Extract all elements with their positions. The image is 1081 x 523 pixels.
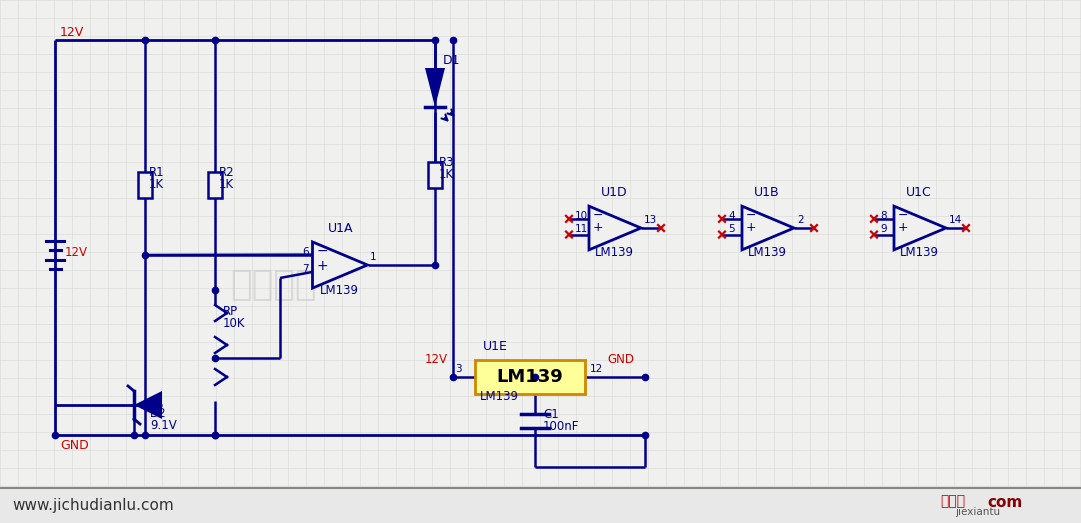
Text: www.jichudianlu.com: www.jichudianlu.com [12,498,174,513]
Text: 4: 4 [728,211,735,221]
Text: LM139: LM139 [496,368,563,386]
Text: +: + [898,221,909,234]
Text: 12V: 12V [61,26,84,39]
Text: RP: RP [223,305,238,318]
FancyBboxPatch shape [475,360,585,394]
Text: U1A: U1A [328,222,353,235]
Text: U1B: U1B [755,186,779,199]
Polygon shape [742,206,795,250]
Bar [428,162,442,188]
Text: LM139: LM139 [595,246,633,259]
Text: 接线图: 接线图 [940,494,965,508]
Text: R1: R1 [149,166,164,179]
Text: 2: 2 [797,215,803,225]
Polygon shape [425,68,445,107]
Text: −: − [593,209,603,222]
Text: 10K: 10K [223,317,245,330]
Text: U1D: U1D [601,186,628,199]
Bar [208,172,222,198]
Polygon shape [312,242,368,288]
Text: LM139: LM139 [320,284,359,297]
Text: 1: 1 [370,252,376,262]
Text: LM139: LM139 [900,246,939,259]
Text: U1C: U1C [906,186,932,199]
Text: 100nF: 100nF [543,420,579,433]
Polygon shape [134,391,162,419]
Text: −: − [746,209,757,222]
Text: 1K: 1K [149,178,164,191]
Text: U1E: U1E [483,340,508,353]
Polygon shape [894,206,946,250]
Text: 3: 3 [455,364,462,374]
Text: 12V: 12V [425,353,448,366]
Text: +: + [317,258,329,272]
Polygon shape [589,206,641,250]
Text: LM139: LM139 [480,390,519,403]
Text: GND: GND [608,353,633,366]
Text: +: + [746,221,757,234]
Text: +: + [593,221,603,234]
Text: −: − [317,244,329,258]
Text: R3: R3 [439,156,454,169]
Text: −: − [898,209,908,222]
Text: 12V: 12V [65,246,88,259]
Text: 6: 6 [303,247,309,257]
Text: GND: GND [61,439,89,452]
Text: 7: 7 [303,264,309,274]
Text: 电子懒人: 电子懒人 [230,268,317,302]
Text: C1: C1 [543,408,559,421]
Text: 5: 5 [728,224,735,234]
Text: R2: R2 [219,166,235,179]
Text: 9.1V: 9.1V [150,419,177,432]
Text: com: com [987,495,1023,510]
Text: LM139: LM139 [748,246,787,259]
Bar [138,172,152,198]
Text: 13: 13 [644,215,657,225]
Text: jiexiantu: jiexiantu [955,507,1000,517]
Text: 11: 11 [575,224,588,234]
Text: 14: 14 [949,215,962,225]
Text: 12: 12 [590,364,603,374]
Bar [0,488,1081,523]
Text: 10: 10 [575,211,588,221]
Text: 1K: 1K [439,168,454,181]
Text: 8: 8 [880,211,886,221]
Text: 1K: 1K [219,178,235,191]
Text: D1: D1 [443,54,461,67]
Text: D2: D2 [150,407,166,420]
Text: 9: 9 [880,224,886,234]
